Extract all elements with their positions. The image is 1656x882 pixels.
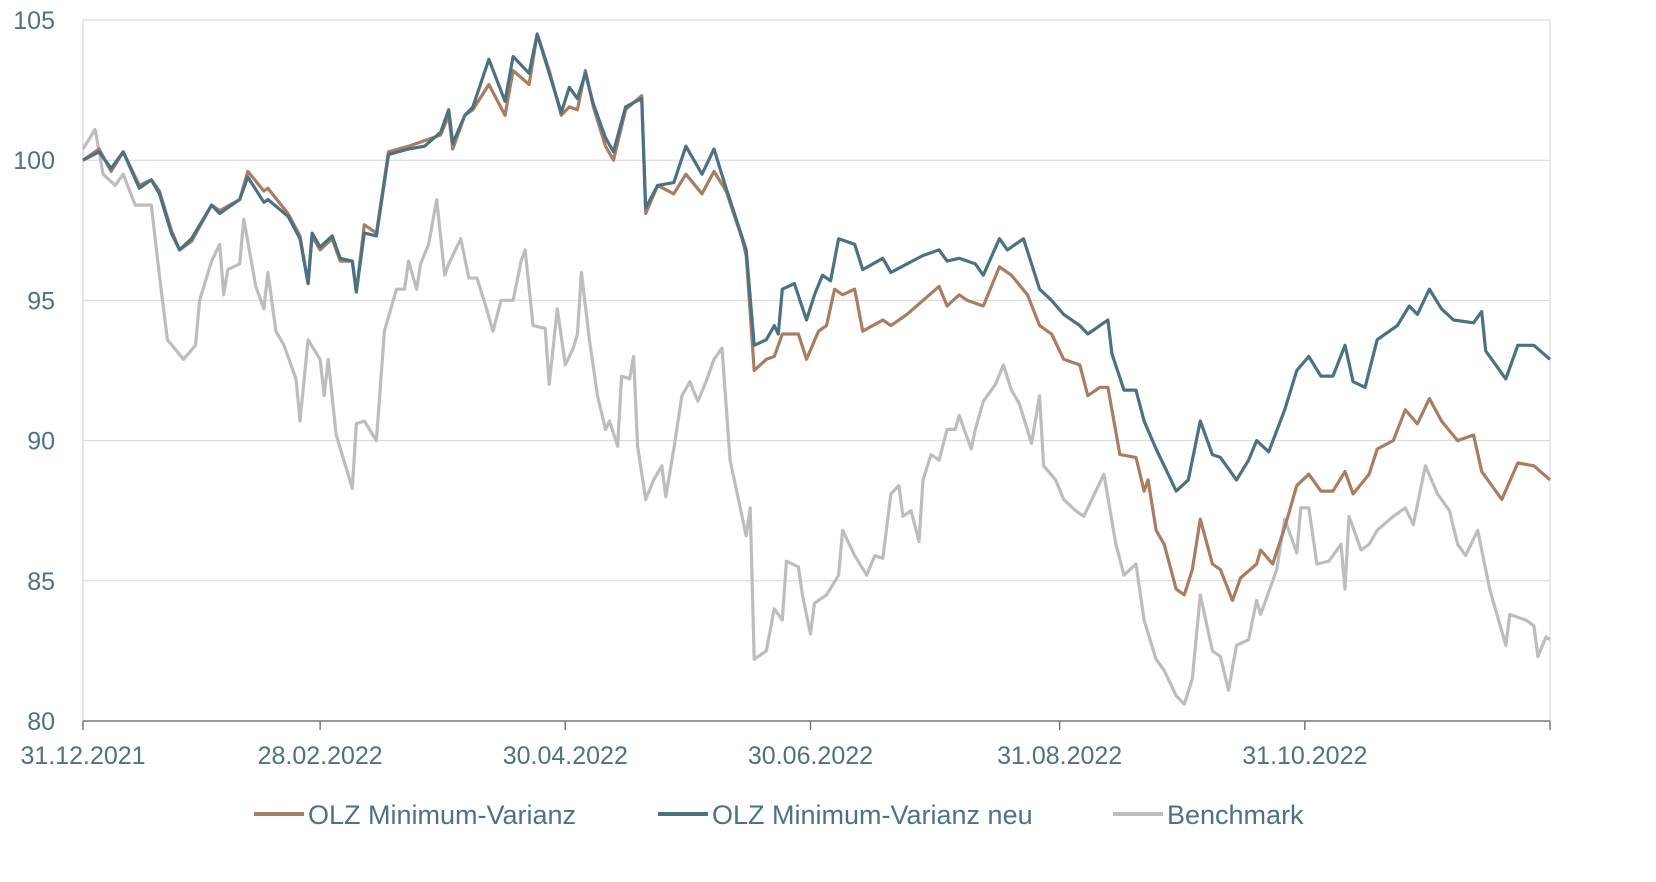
legend-label: OLZ Minimum-Varianz	[308, 800, 576, 830]
y-tick-label: 105	[13, 7, 55, 35]
y-axis: 80 85 90 95 100 105	[13, 7, 55, 736]
y-tick-label: 80	[27, 708, 55, 736]
series-line-1	[82, 32, 1552, 493]
x-axis: 31.12.2021 28.02.2022 30.04.2022 30.06.2022…	[20, 720, 1551, 770]
x-tick-label: 28.02.2022	[258, 742, 383, 770]
y-tick-label: 85	[27, 568, 55, 596]
y-tick-label: 100	[13, 147, 55, 175]
legend: OLZ Minimum-Varianz OLZ Minimum-Varianz n…	[254, 800, 1304, 830]
series-lines	[81, 32, 1552, 706]
x-tick-label: 31.08.2022	[997, 742, 1122, 770]
legend-label: Benchmark	[1167, 800, 1304, 830]
x-tick-label: 30.04.2022	[503, 742, 628, 770]
x-tick-label: 31.12.2021	[20, 742, 145, 770]
legend-item: Benchmark	[1113, 800, 1304, 830]
legend-item: OLZ Minimum-Varianz neu	[658, 800, 1033, 830]
legend-item: OLZ Minimum-Varianz	[254, 800, 576, 830]
y-tick-label: 90	[27, 428, 55, 456]
series-line-0	[82, 32, 1552, 602]
legend-label: OLZ Minimum-Varianz neu	[712, 800, 1033, 830]
gridlines	[82, 19, 1551, 721]
y-tick-label: 95	[27, 287, 55, 315]
x-tick-label: 31.10.2022	[1242, 742, 1367, 770]
series-line-2	[81, 127, 1551, 706]
x-tick-label: 30.06.2022	[748, 742, 873, 770]
